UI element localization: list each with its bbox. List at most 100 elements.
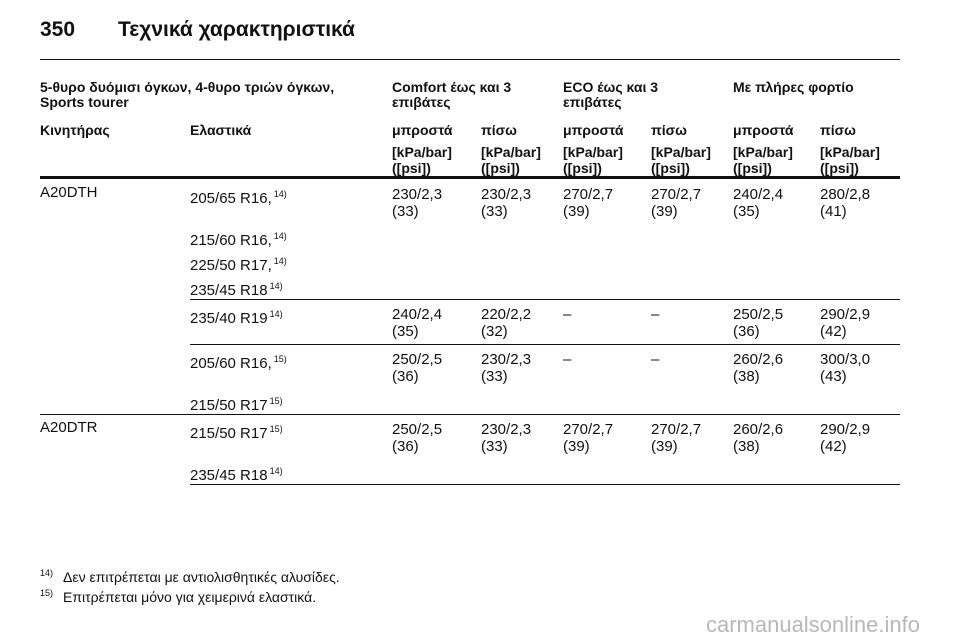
pressure: –: [563, 306, 571, 323]
pressure-bar: 230/2,3: [392, 186, 443, 203]
unit-bar: [kPa/bar]: [820, 144, 880, 160]
tire: 235/40 R19 14): [190, 306, 283, 327]
pressure-bar: 240/2,4: [392, 306, 443, 323]
footnote: 14) Δεν επιτρέπεται με αντιολισθητικές αλ…: [40, 568, 340, 585]
footnote-ref: 14): [269, 466, 283, 476]
unit-bar: [kPa/bar]: [392, 144, 452, 160]
rule: [190, 344, 900, 345]
pressure-bar: 260/2,6: [733, 421, 784, 438]
column-header: μπροστά: [733, 122, 794, 138]
pressure: 260/2,6 (38): [733, 351, 783, 385]
unit-psi: ([psi]): [651, 160, 690, 176]
footnote-mark: 14): [40, 568, 54, 578]
pressure-psi: (41): [820, 203, 847, 220]
tire-size: 215/60 R16,: [190, 232, 272, 249]
pressure-bar: –: [563, 351, 572, 368]
pressure-bar: 220/2,2: [481, 306, 532, 323]
unit-header: [kPa/bar] ([psi]): [733, 144, 793, 176]
pressure: 220/2,2 (32): [481, 306, 531, 340]
pressure-psi: (35): [733, 203, 760, 220]
unit-psi: ([psi]): [733, 160, 772, 176]
pressure-psi: (39): [563, 203, 590, 220]
pressure: 250/2,5 (36): [733, 306, 783, 340]
pressure: 240/2,4 (35): [392, 306, 442, 340]
tire: 205/65 R16, 14): [190, 186, 287, 207]
pressure-psi: (32): [481, 323, 508, 340]
engine: A20DTR: [40, 419, 98, 436]
rule: [190, 484, 900, 485]
pressure-bar: 230/2,3: [481, 186, 532, 203]
column-header: πίσω: [820, 122, 857, 138]
pressure-psi: (38): [733, 438, 760, 455]
pressure: –: [651, 306, 659, 323]
pressure-bar: 270/2,7: [651, 421, 702, 438]
pressure: 290/2,9 (42): [820, 421, 870, 455]
footnote-text: Επιτρέπεται μόνο για χειμερινά ελαστικά.: [63, 589, 317, 605]
unit-psi: ([psi]): [481, 160, 520, 176]
tire-size: 205/60 R16,: [190, 355, 272, 372]
unit-psi: ([psi]): [392, 160, 431, 176]
pressure-psi: (33): [481, 203, 508, 220]
pressure-bar: 270/2,7: [563, 186, 614, 203]
pressure: 300/3,0 (43): [820, 351, 870, 385]
tire-size: 215/50 R17: [190, 397, 268, 414]
unit-bar: [kPa/bar]: [481, 144, 541, 160]
pressure: –: [563, 351, 571, 368]
unit-bar: [kPa/bar]: [733, 144, 793, 160]
unit-header: [kPa/bar] ([psi]): [820, 144, 880, 176]
pressure: 270/2,7 (39): [651, 421, 701, 455]
pressure-bar: 240/2,4: [733, 186, 784, 203]
pressure: 250/2,5 (36): [392, 351, 442, 385]
pressure-bar: –: [651, 351, 660, 368]
pressure-psi: (36): [392, 368, 419, 385]
pressure: 240/2,4 (35): [733, 186, 783, 220]
tire-size: 235/45 R18: [190, 282, 268, 299]
tire: 235/45 R18 14): [190, 463, 283, 484]
unit-psi: ([psi]): [563, 160, 602, 176]
group-header: ECO έως και 3 επιβάτες: [563, 79, 659, 110]
pressure: 260/2,6 (38): [733, 421, 783, 455]
unit-bar: [kPa/bar]: [563, 144, 623, 160]
tire: 235/45 R18 14): [190, 278, 283, 299]
column-header: πίσω: [481, 122, 518, 138]
unit-header: [kPa/bar] ([psi]): [563, 144, 623, 176]
pressure: 230/2,3 (33): [392, 186, 442, 220]
tire-size: 205/65 R16,: [190, 190, 272, 207]
rule: [40, 176, 900, 179]
pressure-bar: –: [563, 306, 572, 323]
pressure-psi: (33): [392, 203, 419, 220]
pressure: 280/2,8 (41): [820, 186, 870, 220]
pressure-bar: 230/2,3: [481, 421, 532, 438]
group-header: Comfort έως και 3 επιβάτες: [392, 79, 512, 110]
pressure-bar: 290/2,9: [820, 421, 871, 438]
group-header: Με πλήρες φορτίο: [733, 79, 854, 95]
pressure-psi: (39): [563, 438, 590, 455]
unit-psi: ([psi]): [820, 160, 859, 176]
engine: A20DTH: [40, 184, 98, 201]
pressure-bar: 250/2,5: [392, 421, 443, 438]
watermark: carmanualsonline.info: [705, 612, 920, 637]
column-header: Κινητήρας: [40, 122, 110, 138]
pressure: 270/2,7 (39): [563, 421, 613, 455]
pressure-psi: (43): [820, 368, 847, 385]
pressure-psi: (33): [481, 368, 508, 385]
tire: 215/50 R17 15): [190, 421, 283, 442]
pressure-psi: (39): [651, 203, 678, 220]
pressure-psi: (39): [651, 438, 678, 455]
footnote: 15) Επιτρέπεται μόνο για χειμερινά ελαστι…: [40, 588, 316, 605]
column-header: Ελαστικά: [190, 122, 252, 138]
pressure: 230/2,3 (33): [481, 421, 531, 455]
column-header: μπροστά: [392, 122, 453, 138]
tire: 215/50 R17 15): [190, 393, 283, 414]
group-header: 5-θυρο δυόμισι όγκων, 4-θυρο τριών όγκων…: [40, 79, 335, 110]
pressure-bar: 270/2,7: [651, 186, 702, 203]
footnote-ref: 14): [273, 256, 287, 266]
unit-header: [kPa/bar] ([psi]): [651, 144, 711, 176]
footnote-ref: 15): [273, 354, 287, 364]
pressure: 230/2,3 (33): [481, 186, 531, 220]
pressure-bar: 260/2,6: [733, 351, 784, 368]
rule: [40, 59, 900, 60]
pressure-bar: 250/2,5: [733, 306, 784, 323]
tire-size: 225/50 R17,: [190, 257, 272, 274]
